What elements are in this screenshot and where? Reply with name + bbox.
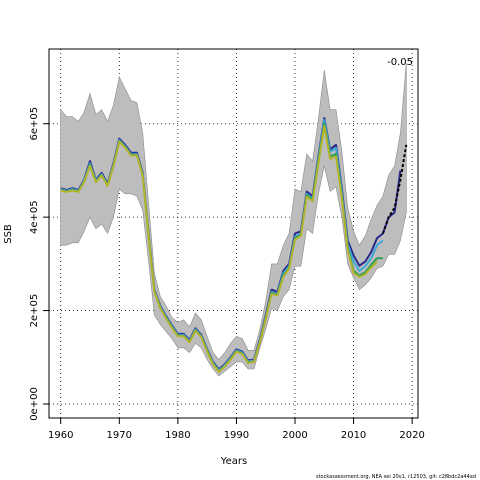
x-axis: 1960 1970 1980 1990 2000 2010 2020: [48, 417, 425, 441]
series-lines: [60, 117, 408, 373]
x-tick-label-1: 1970: [107, 430, 132, 441]
y-axis-label: SSB: [3, 224, 14, 244]
x-tick-label-2: 1980: [165, 430, 190, 441]
x-axis-label: Years: [220, 456, 247, 467]
confidence-band-area: [60, 62, 407, 377]
y-tick-label-0: 0e+00: [29, 387, 40, 421]
x-tick-label-5: 2010: [341, 430, 366, 441]
annotation-label: -0.05: [387, 57, 413, 68]
y-tick-label-2: 4e+05: [29, 200, 40, 234]
x-tick-label-6: 2020: [399, 430, 424, 441]
y-tick-label-1: 2e+05: [29, 294, 40, 328]
y-axis: 0e+00 2e+05 4e+05 6e+05: [29, 107, 50, 421]
series-line-3: [60, 125, 378, 373]
x-tick-label-3: 1990: [224, 430, 249, 441]
y-tick-label-3: 6e+05: [29, 107, 40, 141]
confidence-band: [60, 62, 407, 377]
series-line-4: [381, 144, 408, 234]
x-tick-label-4: 2000: [282, 430, 307, 441]
footer-text: stockassessment.org, NEA sei 20v1, r1250…: [316, 474, 476, 480]
x-tick-label-0: 1960: [48, 430, 73, 441]
